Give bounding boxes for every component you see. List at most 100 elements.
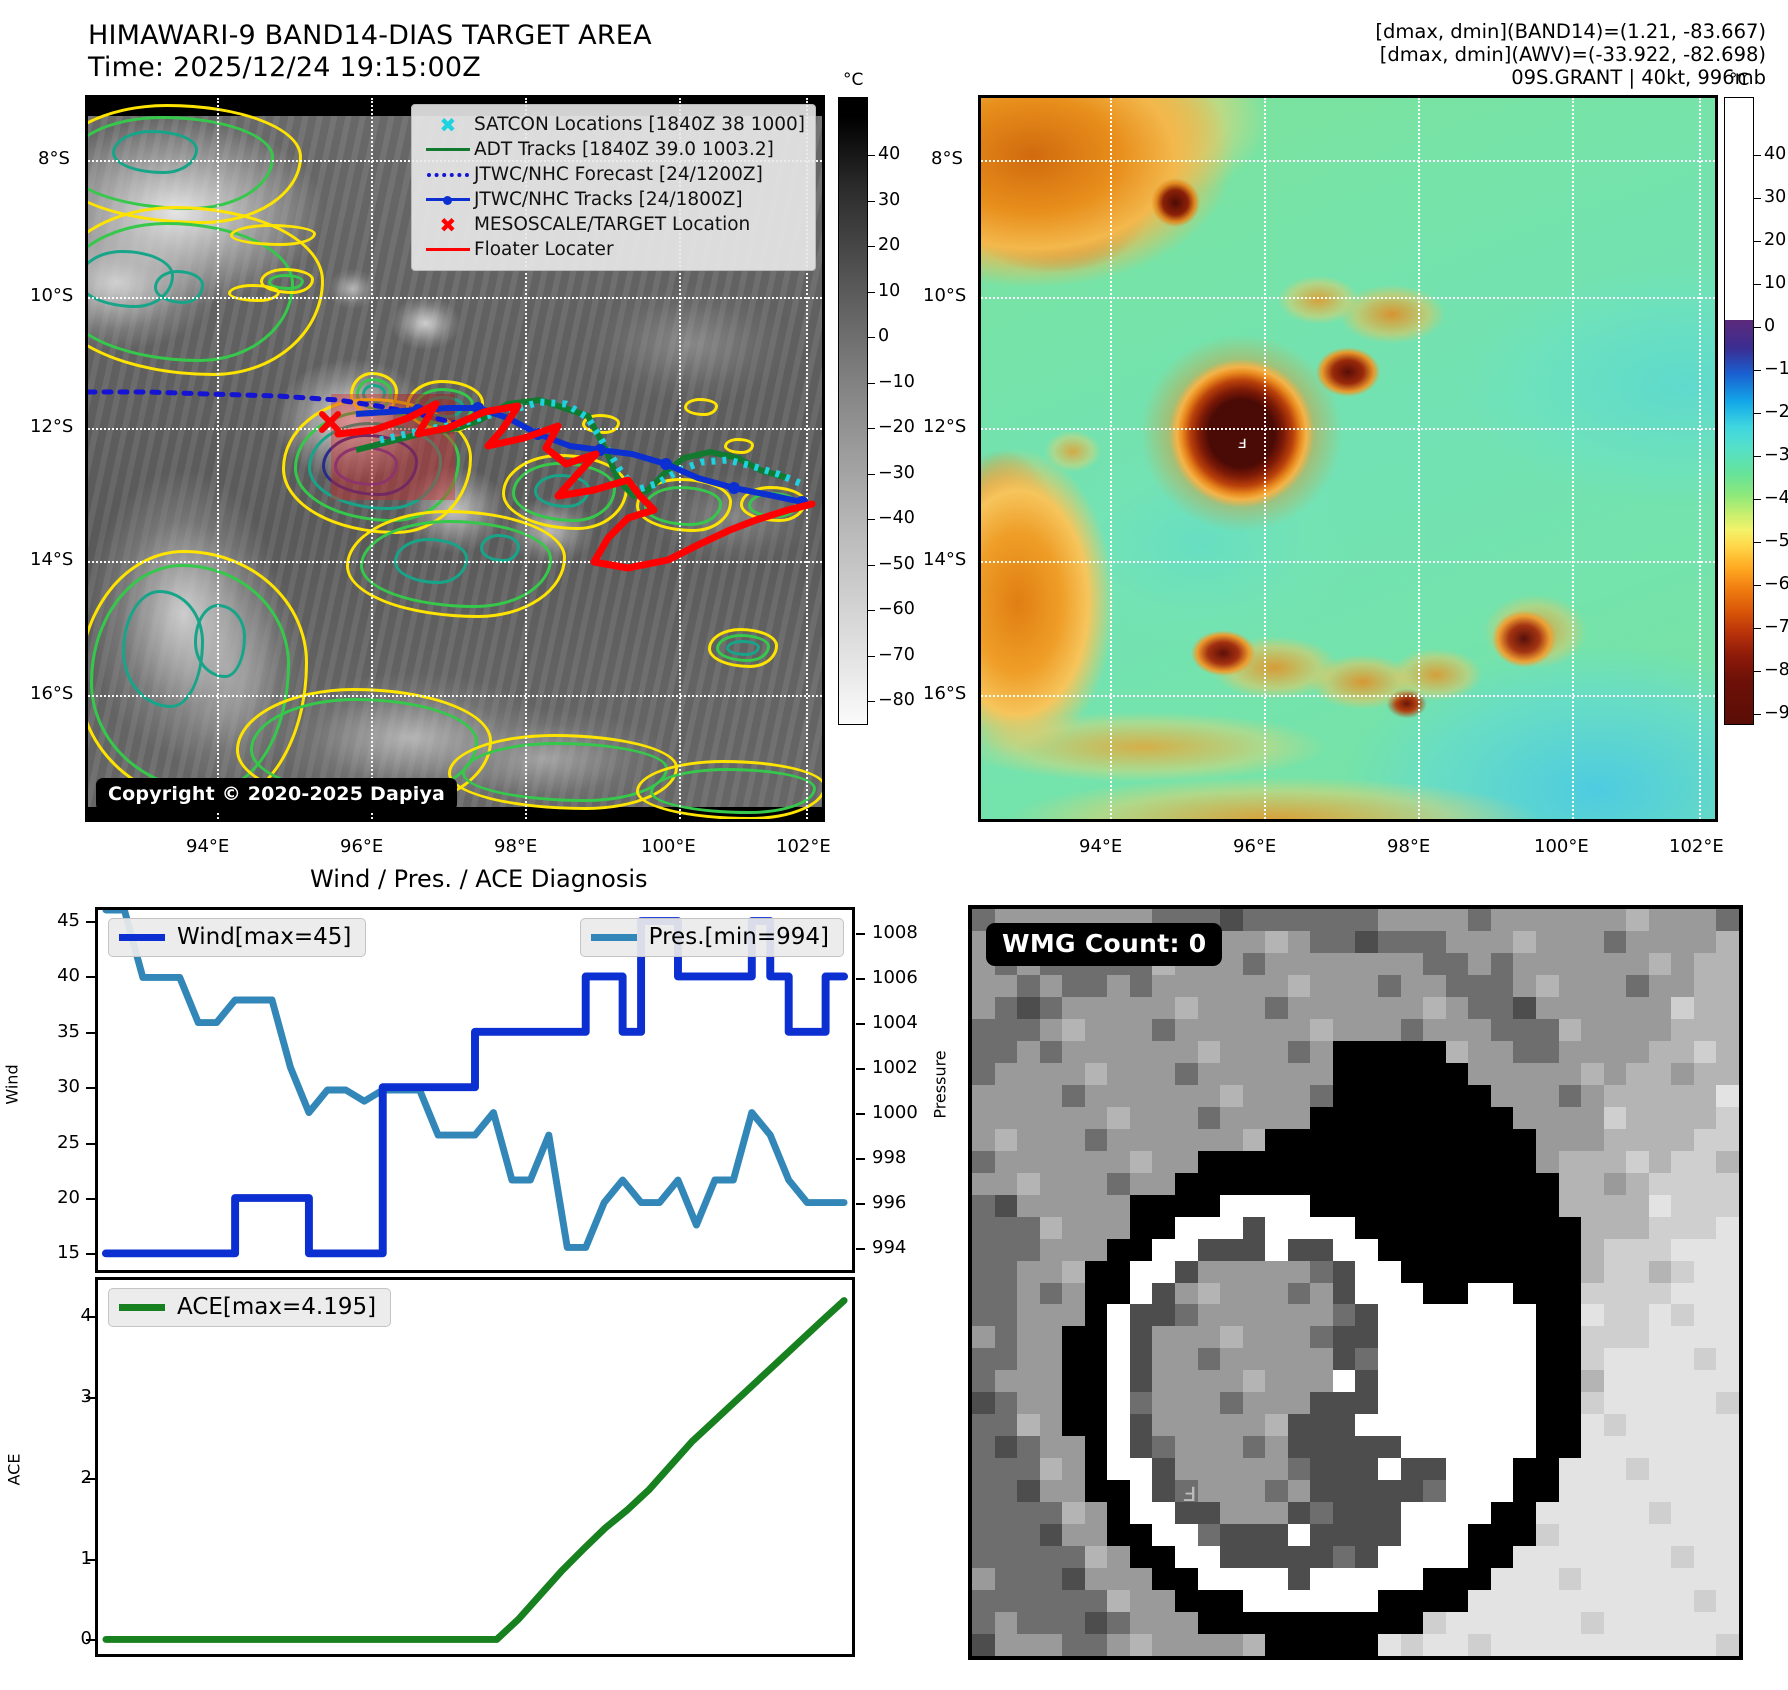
wmg-cell [1400, 1238, 1424, 1261]
wmg-cell [972, 1480, 995, 1503]
wmg-cell [1039, 1590, 1063, 1613]
wmg-cell [1378, 1282, 1401, 1305]
wmg-cell [1445, 1546, 1469, 1569]
wmg-cell [1017, 1304, 1040, 1327]
wmg-cell [1671, 1634, 1694, 1656]
wmg-cell [1445, 1172, 1469, 1195]
wmg-cell [1535, 1590, 1559, 1613]
wmg-cell [1671, 1436, 1694, 1459]
wind-pressure-chart[interactable]: Wind[max=45] Pres.[min=994] [95, 907, 855, 1273]
wmg-cell [1716, 909, 1739, 931]
wmg-cell [1332, 1194, 1356, 1217]
wmg-cell [1716, 1216, 1739, 1239]
wmg-cell [1129, 996, 1153, 1019]
wmg-cell [1581, 1128, 1604, 1151]
wmg-cell [1287, 1612, 1311, 1635]
wmg-cell [1265, 1018, 1288, 1041]
wmg-cell [1716, 1326, 1739, 1349]
wmg-cell [1242, 996, 1266, 1019]
colorbar-label: −60 [878, 599, 915, 620]
wmg-cell [1332, 1458, 1356, 1481]
wmg-cell [1152, 1590, 1176, 1613]
wmg-cell [1107, 1260, 1130, 1283]
infrared-satellite-map[interactable]: ✖ SATCON Locations [1840Z 38 1000] ADT T… [85, 95, 825, 822]
wmg-cell [1265, 1326, 1288, 1349]
wmg-cell [1400, 1106, 1424, 1129]
wmg-cell [1535, 1502, 1559, 1525]
wmg-cell [1242, 1436, 1266, 1459]
wmg-cell [1513, 1414, 1536, 1437]
wmg-cell [1017, 1458, 1040, 1481]
wmg-cell [1175, 1634, 1198, 1656]
ace-chart[interactable]: ACE[max=4.195] [95, 1277, 855, 1657]
wmg-cell [1084, 1348, 1108, 1371]
colorbar-tick [868, 200, 875, 202]
wmg-cell [1581, 1392, 1604, 1415]
wmg-cell [1671, 1018, 1694, 1041]
wmg-cell [994, 996, 1018, 1019]
legend-label: SATCON Locations [1840Z 38 1000] [473, 114, 805, 135]
wmg-cell [1062, 1260, 1085, 1283]
wmg-cell [1332, 1128, 1356, 1151]
wmg-cell [1220, 1370, 1243, 1393]
wmg-cell [1468, 1590, 1491, 1613]
wmg-cell [1355, 1128, 1379, 1151]
wmg-cell [1378, 1436, 1401, 1459]
wmg-cell [1084, 1304, 1108, 1327]
wmg-cell [1671, 1392, 1694, 1415]
wmg-cell [1017, 1260, 1040, 1283]
wmg-cell [972, 1216, 995, 1239]
wmg-cell [1626, 1392, 1649, 1415]
wmg-cell [1423, 1436, 1446, 1459]
enhanced-ir-satellite-map[interactable]: ⅎ [978, 95, 1718, 822]
wmg-cell [1693, 1392, 1717, 1415]
awv-lon-label: 94°E [1079, 836, 1123, 857]
wmg-cell [1490, 930, 1514, 953]
wmg-cell [1581, 909, 1604, 931]
wmg-cell [1693, 1018, 1717, 1041]
wmg-cell [1581, 1480, 1604, 1503]
wmg-cell [1535, 1568, 1559, 1591]
wmg-cell [1355, 1480, 1379, 1503]
ir-lat-label: 8°S [38, 148, 70, 169]
wmg-cell [1039, 1414, 1063, 1437]
wmg-cell [1129, 1106, 1153, 1129]
wmg-cell [1513, 1546, 1536, 1569]
wmg-cell [1129, 1260, 1153, 1283]
wmg-cell [1423, 1634, 1446, 1656]
wmg-cell [1468, 1568, 1491, 1591]
wmg-cell [1129, 1062, 1153, 1085]
wmg-cell [1468, 1084, 1491, 1107]
wmg-cell [1175, 1282, 1198, 1305]
wmg-cell [1287, 1370, 1311, 1393]
wmg-cell [1513, 1106, 1536, 1129]
wmg-cell [1152, 1502, 1176, 1525]
wmg-cell [1445, 1128, 1469, 1151]
wmg-cell [1445, 996, 1469, 1019]
wmg-panel[interactable]: ⅎ WMG Count: 0 [968, 905, 1743, 1660]
wmg-cell [1039, 1062, 1063, 1085]
wmg-cell [972, 1590, 995, 1613]
wmg-cell [1693, 1128, 1717, 1151]
wmg-cell [1310, 1106, 1333, 1129]
wmg-cell [1129, 1216, 1153, 1239]
wmg-cell [1400, 1172, 1424, 1195]
wmg-cell [1062, 1128, 1085, 1151]
wmg-cell [1197, 1524, 1221, 1547]
wmg-cell [1445, 1634, 1469, 1656]
wmg-cell [1287, 1436, 1311, 1459]
colorbar-label: −20 [1764, 402, 1788, 423]
wmg-cell [1107, 1458, 1130, 1481]
wmg-cell [1400, 1590, 1424, 1613]
wmg-cell [1084, 1062, 1108, 1085]
wmg-cell [1400, 1062, 1424, 1085]
wmg-cell [1242, 1172, 1266, 1195]
wmg-cell [1513, 909, 1536, 931]
wmg-cell [1197, 1326, 1221, 1349]
colorbar-label: −70 [1764, 616, 1788, 637]
wmg-cell [1716, 1392, 1739, 1415]
wmg-cell [1671, 952, 1694, 975]
axis-tick [856, 1022, 865, 1025]
wmg-cell [1039, 1546, 1063, 1569]
wmg-cell [1175, 1304, 1198, 1327]
